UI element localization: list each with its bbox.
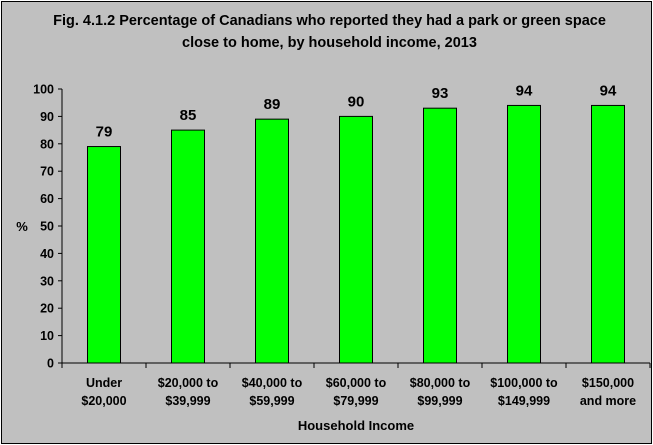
x-tick-label: $99,999: [417, 394, 462, 408]
bar: [591, 104, 625, 364]
x-tick-label: $20,000 to: [158, 376, 219, 390]
data-label: 93: [432, 85, 449, 102]
y-tick-label: 0: [47, 357, 54, 371]
bar: [171, 129, 205, 364]
y-tick-label: 30: [40, 274, 54, 288]
y-tick-label: 60: [40, 192, 54, 206]
bar: [87, 146, 121, 364]
x-tick-label: $149,999: [498, 394, 550, 408]
y-tick-label: 20: [40, 302, 54, 316]
data-label: 89: [264, 96, 281, 113]
data-label: 85: [180, 107, 197, 124]
y-tick-label: 80: [40, 137, 54, 151]
x-tick-label: Under: [86, 376, 122, 390]
bar: [507, 104, 541, 364]
x-tick-label: $80,000 to: [410, 376, 471, 390]
y-tick-label: 70: [40, 165, 54, 179]
x-tick-label: $20,000: [81, 394, 126, 408]
x-tick-label: $79,999: [333, 394, 378, 408]
y-tick-label: 90: [40, 110, 54, 124]
data-label: 79: [96, 124, 113, 141]
y-tick-label: 100: [33, 83, 54, 97]
x-tick-label: $59,999: [249, 394, 294, 408]
x-tick-label: $40,000 to: [242, 376, 303, 390]
x-tick-label: $150,000: [582, 376, 634, 390]
data-label: 94: [516, 82, 533, 99]
x-tick-label: $39,999: [165, 394, 210, 408]
y-axis-title: %: [16, 219, 28, 234]
bar: [339, 115, 373, 364]
data-label: 90: [348, 93, 365, 110]
x-tick-label: $100,000 to: [490, 376, 558, 390]
y-tick-label: 10: [40, 329, 54, 343]
x-tick-label: $60,000 to: [326, 376, 387, 390]
y-tick-label: 50: [40, 220, 54, 234]
bar: [423, 107, 457, 364]
chart-title: Fig. 4.1.2 Percentage of Canadians who r…: [53, 13, 606, 51]
data-label: 94: [600, 82, 617, 99]
y-tick-label: 40: [40, 247, 54, 261]
x-axis-title: Household Income: [298, 418, 414, 433]
bar: [255, 118, 289, 364]
x-tick-label: and more: [580, 394, 636, 408]
